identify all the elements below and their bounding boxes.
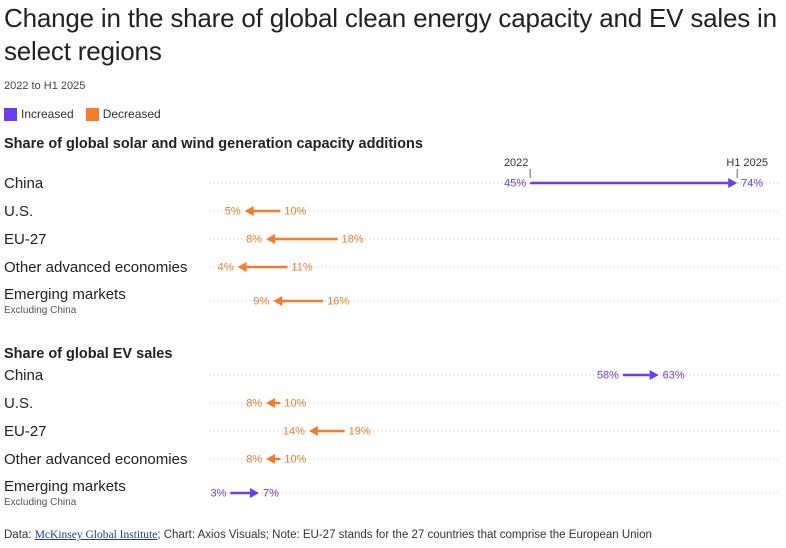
row-label: China [4,367,44,384]
arrow-head [649,370,659,380]
value-label-end: 63% [663,369,685,381]
value-label-start: 10% [284,453,306,465]
value-label-start: 3% [211,487,227,499]
footer-prefix: Data: [4,529,35,541]
legend-item-increased: Increased [4,107,74,121]
row-label: U.S. [4,395,34,412]
row-label: EU-27 [4,423,47,440]
row-label: EU-27 [4,231,47,248]
value-label-start: 10% [284,397,306,409]
row-label: U.S. [4,203,34,220]
value-label-end: 8% [246,233,262,245]
footer: Data: McKinsey Global Institute; Chart: … [4,529,652,541]
value-label-start: 16% [327,295,349,307]
arrow-head [308,426,318,436]
section-title-ev-sales: Share of global EV sales [4,346,173,362]
value-label-start: 19% [349,425,371,437]
column-header-end: H1 2025 [726,157,768,169]
chart-title: Change in the share of global clean ener… [4,3,777,66]
legend-label-decreased: Decreased [102,107,161,121]
value-label-end: 7% [263,487,279,499]
value-label-start: 11% [292,261,313,273]
value-label-end: 4% [218,261,234,273]
legend-swatch-increased [4,107,17,121]
arrow-head [244,206,254,216]
legend-swatch-decreased [85,107,99,121]
source-link[interactable]: McKinsey Global Institute [34,529,158,541]
row-label: Other advanced economies [4,259,188,276]
row-label: China [4,175,44,192]
row-label: Emerging markets [4,286,126,303]
value-label-end: 8% [246,397,262,409]
value-label-start: 45% [504,177,526,189]
footer-note: ; Chart: Axios Visuals; Note: EU-27 stan… [157,529,652,541]
value-label-end: 74% [741,177,763,189]
row-label: Emerging markets [4,478,126,495]
arrow-head [266,398,276,408]
legend: Increased Decreased [4,107,173,121]
value-label-end: 5% [225,205,241,217]
arrow-head [266,234,276,244]
column-header-start: 2022 [504,157,528,169]
value-label-end: 9% [253,295,269,307]
row-sublabel: Excluding China [4,497,77,508]
arrow-head [249,488,259,498]
arrow-head [728,178,738,188]
row-sublabel: Excluding China [4,305,77,316]
arrow-head [266,454,276,464]
value-label-start: 58% [597,369,619,381]
arrow-head [237,262,247,272]
section-title-solar-wind: Share of global solar and wind generatio… [4,136,423,152]
arrow-head [273,296,283,306]
value-label-end: 8% [246,453,262,465]
value-label-start: 18% [341,233,363,245]
legend-label-increased: Increased [21,107,74,121]
legend-item-decreased: Decreased [85,107,161,121]
chart-subtitle: 2022 to H1 2025 [4,80,86,92]
row-label: Other advanced economies [4,451,188,468]
value-label-start: 10% [284,205,306,217]
value-label-end: 14% [283,425,305,437]
